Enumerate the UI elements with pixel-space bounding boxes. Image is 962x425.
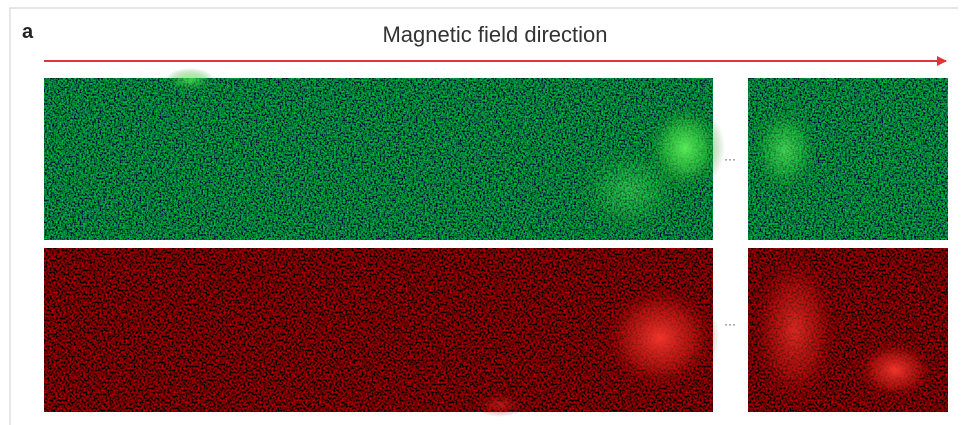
green-panel-main [44,68,725,240]
green-panel-end [748,78,948,240]
red-panel-end [748,248,948,412]
gap-marker: ··· [724,152,736,166]
red-panel-main [44,248,720,417]
page: a Magnetic field direction ··· ··· (() =… [0,0,962,425]
figure: a Magnetic field direction ··· ··· [0,0,962,425]
panel-label: a [22,21,34,43]
gap-marker: ··· [724,317,736,331]
title: Magnetic field direction [382,22,607,47]
